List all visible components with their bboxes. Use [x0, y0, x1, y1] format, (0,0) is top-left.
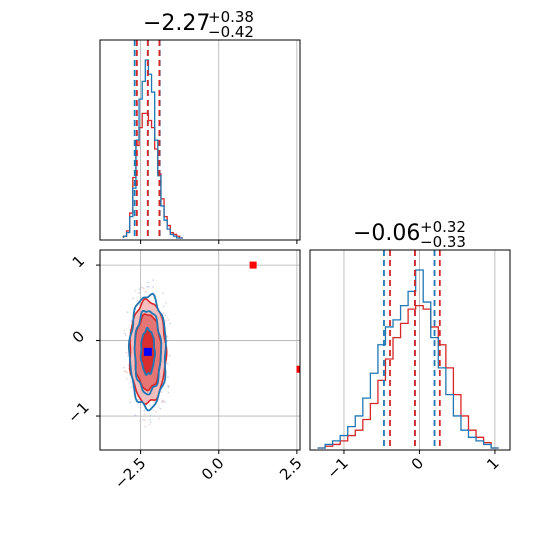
panel1-title-sup: +0.38 [208, 8, 254, 26]
p2-sample-point [123, 366, 125, 369]
p2-sample-point [164, 314, 167, 317]
p2-sample-point [159, 407, 162, 410]
p2-sample-point [167, 386, 170, 389]
p2-sample-point [149, 418, 152, 421]
panel1-title-main: −2.27 [143, 11, 210, 36]
p2-sample-point [142, 418, 144, 421]
p1-hist-blue [122, 59, 183, 239]
panel3-title-main: −0.06 [353, 221, 420, 246]
p2-sample-point [162, 312, 165, 315]
p2-sample-point [167, 391, 170, 394]
p2-frame [99, 249, 301, 451]
p2-sample-point [161, 400, 164, 403]
p2-contour-blue [139, 326, 157, 376]
p2-sample-point [162, 305, 165, 308]
p2-sample-point [142, 287, 145, 290]
p2-marker-blue [143, 347, 152, 356]
p2-sample-point [152, 279, 155, 282]
p2-sample-point [162, 292, 164, 295]
p2-sample-point [126, 371, 129, 374]
p2-sample-point [144, 425, 147, 428]
p3-hist-red [317, 304, 499, 449]
p2-sample-point [124, 332, 127, 335]
p2-plot-area [100, 250, 300, 450]
p2-sample-point [131, 297, 134, 300]
p2-sample-point [124, 370, 127, 373]
p2-sample-point [166, 362, 169, 365]
p2-contour-blue [133, 309, 163, 396]
p2-sample-point [168, 354, 171, 357]
p2-sample-point [166, 335, 169, 338]
p2-sample-point [167, 376, 169, 379]
p2-sample-point [153, 400, 156, 403]
p2-sample-point [129, 401, 132, 404]
p2-sample-point [143, 409, 146, 412]
p2-sample-point [144, 419, 146, 422]
p2-sample-point [134, 414, 137, 417]
panel3-title-sup: +0.32 [420, 218, 466, 236]
p2-sample-point [126, 311, 129, 314]
p2-sample-point [161, 399, 164, 402]
p2-sample-point [123, 329, 126, 332]
p2-sample-point [144, 291, 147, 294]
p2-sample-point [149, 414, 152, 417]
p2-sample-point [127, 354, 129, 357]
p2-sample-point [136, 299, 139, 302]
p2-sample-point [146, 286, 149, 288]
p2-sample-point [152, 286, 155, 288]
p2-sample-point [130, 319, 133, 322]
p2-sample-point [131, 386, 133, 388]
p2-sample-point [167, 385, 170, 388]
p2-sample-point [123, 370, 126, 373]
p2-sample-point [163, 401, 166, 404]
panel1-title-sub: −0.42 [208, 23, 254, 41]
p2-sample-point [162, 400, 165, 403]
p2-sample-point [161, 401, 164, 404]
p2-sample-point [148, 285, 150, 288]
p2-sample-point [167, 319, 170, 321]
p2-sample-point [148, 423, 151, 426]
p2-sample-point [164, 320, 167, 322]
p2-sample-point [134, 289, 137, 292]
p2-sample-point [141, 286, 144, 289]
p2-sample-point [160, 391, 163, 394]
p2-sample-point [149, 421, 152, 424]
p2-sample-point [138, 398, 140, 401]
p2-sample-point [146, 281, 149, 284]
p2-sample-point [129, 381, 132, 383]
p2-sample-point [167, 384, 170, 387]
p2-sample-point [143, 413, 146, 416]
p2-sample-point [169, 322, 172, 325]
p2-sample-point [138, 420, 141, 422]
p2-sample-point [152, 409, 155, 412]
p3-hist-blue [317, 269, 499, 449]
p2-sample-point [166, 340, 169, 343]
marginal-histogram-x [99, 39, 301, 244]
p2-marker-red [296, 365, 300, 373]
p3-frame [309, 249, 511, 451]
p1-frame [99, 39, 301, 241]
p2-sample-point [124, 334, 127, 337]
p2-sample-point [155, 410, 158, 413]
panel1-title: −2.27 +0.38 −0.42 [143, 8, 254, 41]
p2-sample-point [138, 288, 141, 291]
panel3-title-sub: −0.33 [420, 233, 466, 251]
p2-contour-blue [127, 292, 167, 412]
p2-sample-point [138, 291, 140, 294]
p2-sample-point [125, 351, 128, 354]
p2-sample-point [164, 302, 167, 304]
p2-sample-point [149, 404, 151, 407]
p2-sample-point [158, 417, 161, 420]
p2-sample-point [125, 377, 128, 380]
panel3-title: −0.06 +0.32 −0.33 [353, 218, 466, 251]
p2-marker-red [249, 261, 257, 269]
